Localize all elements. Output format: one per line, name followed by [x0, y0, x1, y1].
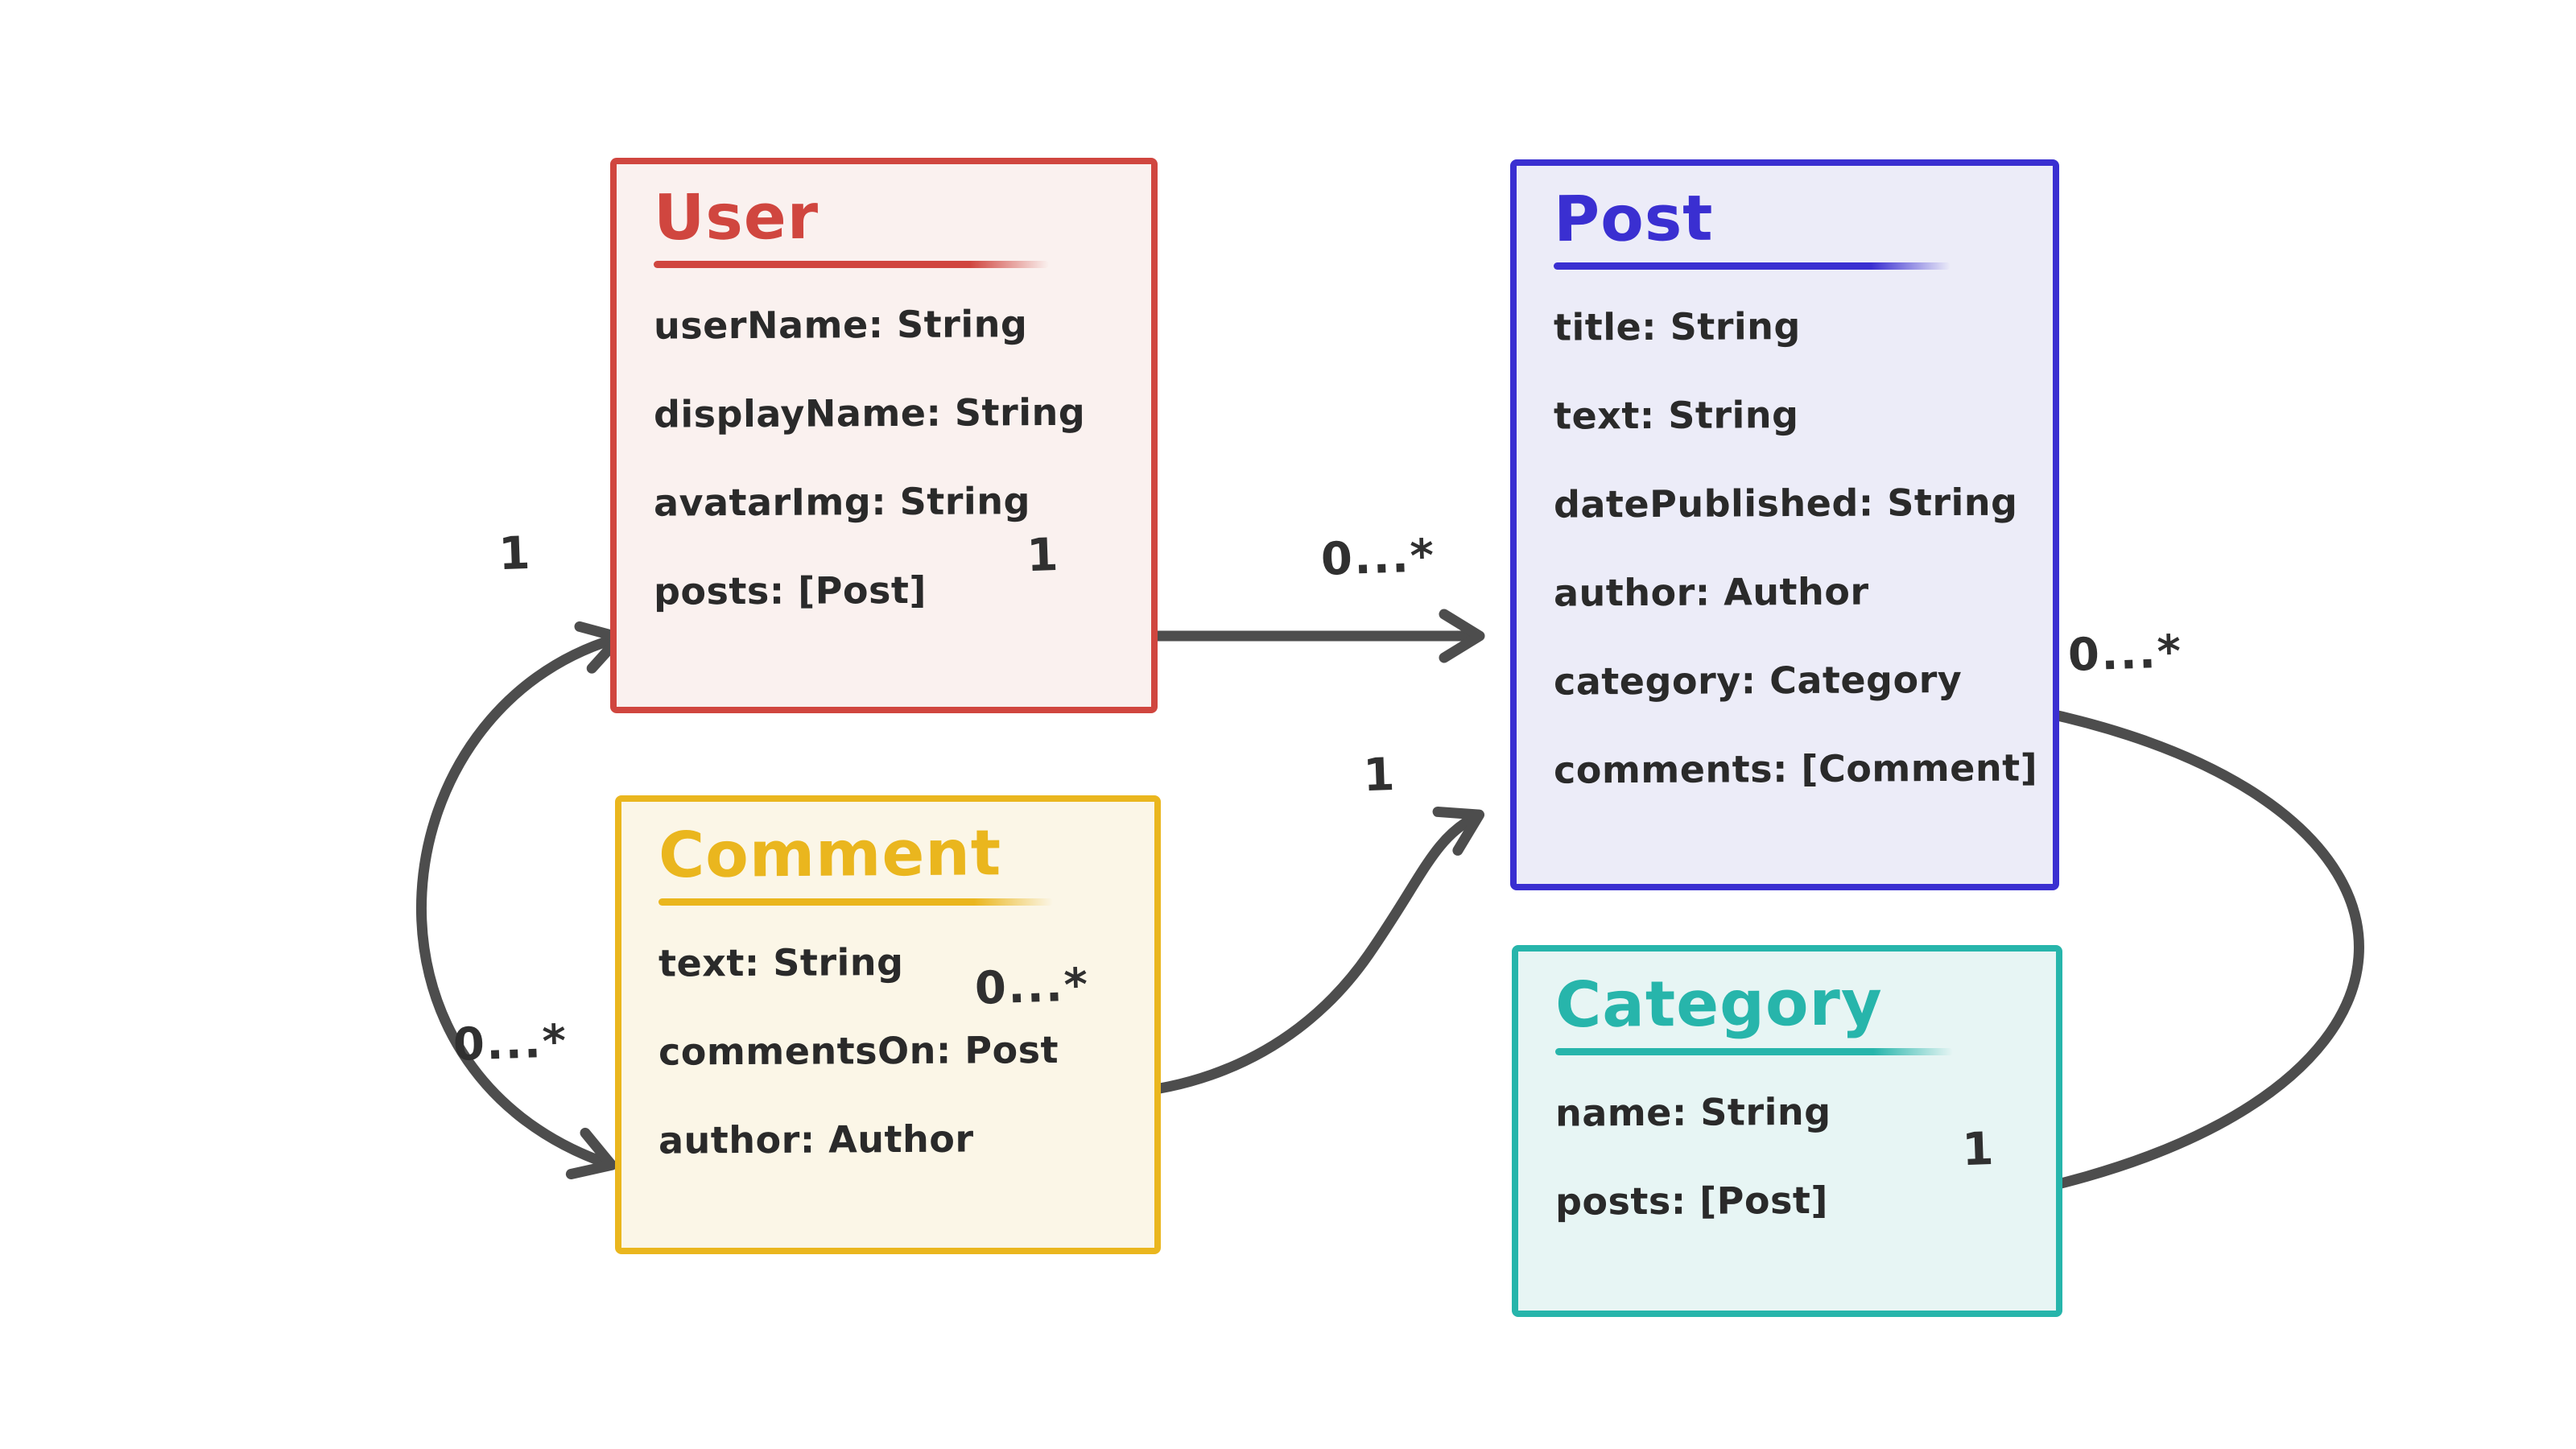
- entity-post-fields: title: String text: String datePublished…: [1553, 304, 2053, 792]
- arrow-user-comment: [416, 621, 625, 1179]
- entity-user: User userName: String displayName: Strin…: [610, 158, 1158, 713]
- entity-post-title: Post: [1553, 182, 1714, 257]
- field-avatarimg: avatarImg: String: [653, 479, 1031, 525]
- multiplicity-comment-post-near-comment: 0...*: [973, 959, 1091, 1015]
- entity-category: Category name: String posts: [Post]: [1512, 945, 2062, 1317]
- field-user-posts: posts: [Post]: [653, 568, 927, 613]
- entity-user-underline: [654, 261, 1050, 268]
- multiplicity-user-comment-near-comment: 0...*: [452, 1015, 569, 1071]
- field-text: text: String: [1553, 393, 1799, 438]
- multiplicity-user-post-near-post: 0...*: [1319, 530, 1437, 586]
- entity-category-underline: [1555, 1048, 1954, 1055]
- entity-category-title: Category: [1554, 967, 1884, 1042]
- multiplicity-post-category-near-category: 1: [1961, 1122, 1996, 1177]
- field-datepublished: datePublished: String: [1553, 480, 2018, 526]
- multiplicity-user-post-near-user: 1: [1026, 528, 1061, 583]
- field-title: title: String: [1553, 304, 1802, 349]
- entity-user-title: User: [653, 180, 819, 255]
- entity-comment: Comment text: String commentsOn: Post au…: [615, 795, 1161, 1254]
- field-comment-author: author: Author: [658, 1117, 974, 1162]
- multiplicity-comment-post-near-post: 1: [1362, 748, 1397, 803]
- field-post-category: category: Category: [1553, 657, 1963, 704]
- entity-comment-title: Comment: [658, 817, 1002, 893]
- field-category-posts: posts: [Post]: [1554, 1178, 1829, 1224]
- entity-post: Post title: String text: String datePubl…: [1510, 159, 2059, 890]
- field-username: userName: String: [653, 302, 1028, 348]
- field-displayname: displayName: String: [653, 390, 1086, 436]
- multiplicity-user-comment-near-user: 1: [497, 526, 533, 581]
- field-commentson: commentsOn: Post: [658, 1028, 1059, 1074]
- field-post-comments: comments: [Comment]: [1553, 745, 2038, 792]
- multiplicity-post-category-near-post: 0...*: [2066, 625, 2184, 682]
- field-post-author: author: Author: [1553, 569, 1869, 615]
- entity-user-fields: userName: String displayName: String ava…: [653, 302, 1151, 613]
- entity-comment-underline: [658, 898, 1053, 906]
- entity-post-underline: [1554, 262, 1951, 270]
